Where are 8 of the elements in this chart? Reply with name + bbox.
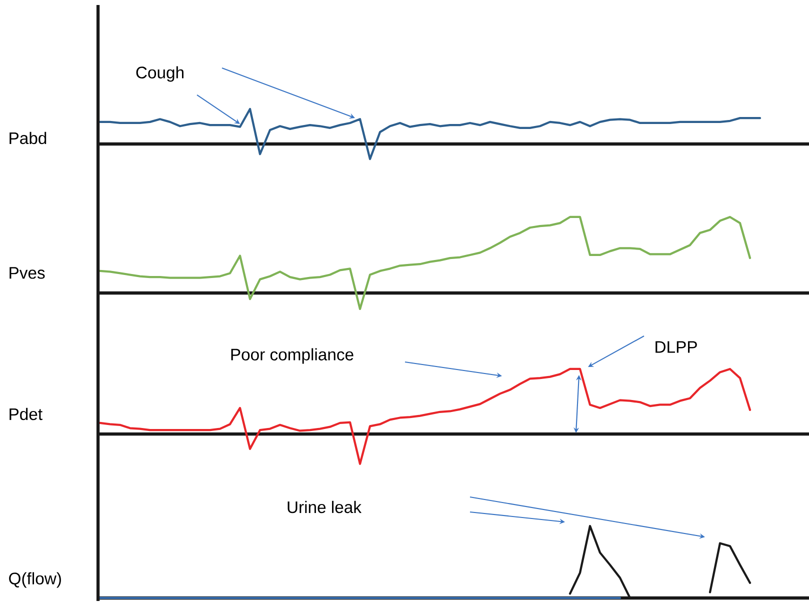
y-axis-title: Pabd [10,132,46,144]
y-axis-title: Pves [10,267,45,279]
y-axis-title: Pdet [10,408,42,420]
text: Urine leak [288,500,362,514]
text: Poor compliance [231,348,354,364]
text: DLPP [656,341,697,353]
y-axis-title: Q(flow) [9,572,61,588]
text: Cough [136,66,184,82]
